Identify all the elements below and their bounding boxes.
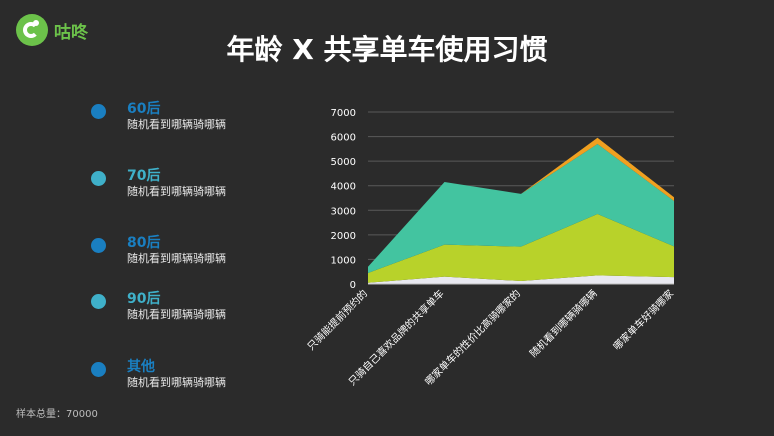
- legend-item-70s: 70后 随机看到哪辆骑哪辆: [88, 163, 288, 203]
- area-series-3: [368, 143, 674, 273]
- y-tick-label: 7000: [331, 108, 356, 119]
- y-tick-label: 0: [350, 280, 356, 291]
- legend-name: 80后: [127, 235, 161, 251]
- legend-desc: 随机看到哪辆骑哪辆: [127, 376, 226, 389]
- brand-name: 咕咚: [54, 22, 88, 43]
- page-title: 年龄 X 共享单车使用习惯: [226, 33, 548, 66]
- y-tick-label: 1000: [331, 255, 356, 266]
- legend-desc: 随机看到哪辆骑哪辆: [127, 185, 226, 198]
- legend-name: 60后: [127, 101, 161, 117]
- y-tick-label: 5000: [331, 157, 356, 168]
- x-tick-label: 只骑能提前预约的: [304, 287, 370, 353]
- area-series-1: [368, 275, 674, 284]
- legend-dot: [91, 238, 106, 253]
- legend-dot: [91, 104, 106, 119]
- area-series-2: [368, 213, 674, 283]
- y-tick-label: 3000: [331, 206, 356, 217]
- legend-desc: 随机看到哪辆骑哪辆: [127, 118, 226, 131]
- y-tick-label: 4000: [331, 182, 356, 193]
- legend-name: 70后: [127, 168, 161, 184]
- legend-item-80s: 80后 随机看到哪辆骑哪辆: [88, 230, 288, 270]
- legend-desc: 随机看到哪辆骑哪辆: [127, 252, 226, 265]
- legend-dot: [91, 294, 106, 309]
- legend-dot: [91, 171, 106, 186]
- legend-name: 其他: [127, 359, 155, 375]
- legend-item-90s: 90后 随机看到哪辆骑哪辆: [88, 286, 288, 326]
- x-tick-label: 哪家单车好骑哪家: [610, 287, 676, 353]
- y-tick-label: 2000: [331, 231, 356, 242]
- legend-desc: 随机看到哪辆骑哪辆: [127, 308, 226, 321]
- y-tick-label: 6000: [331, 133, 356, 144]
- legend-item-other: 其他 随机看到哪辆骑哪辆: [88, 354, 288, 394]
- gudong-logo-icon: [16, 14, 48, 46]
- brand-logo: 咕咚: [16, 14, 88, 46]
- x-tick-label: 随机看到哪辆骑哪辆: [527, 287, 600, 360]
- legend-name: 90后: [127, 291, 161, 307]
- legend-dot: [91, 362, 106, 377]
- legend-item-60s: 60后 随机看到哪辆骑哪辆: [88, 96, 288, 136]
- sample-size-note: 样本总量：70000: [16, 409, 98, 420]
